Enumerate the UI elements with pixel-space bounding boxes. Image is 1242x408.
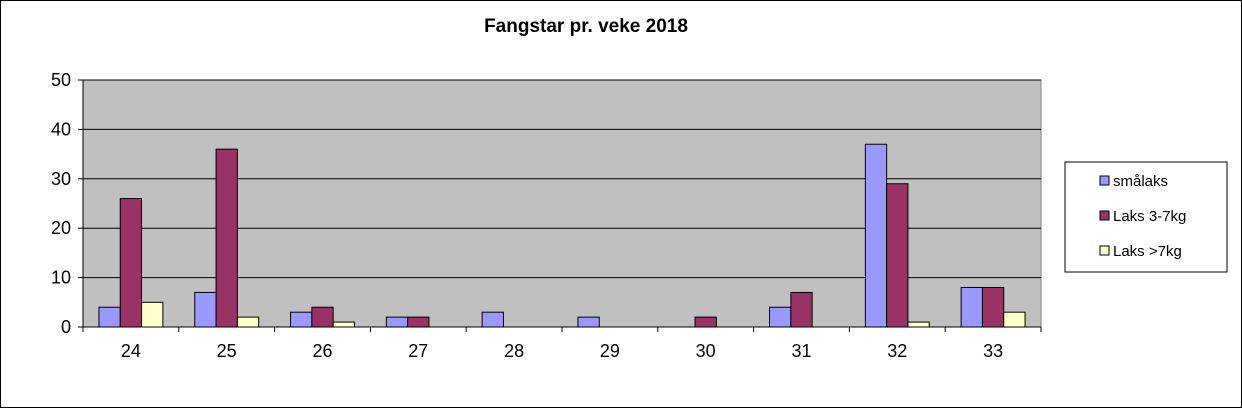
y-tick-label: 20 <box>51 218 71 238</box>
x-tick-label: 31 <box>791 341 811 361</box>
bar <box>790 291 813 328</box>
bar <box>407 316 430 328</box>
x-tick-label: 25 <box>217 341 237 361</box>
bar <box>141 301 164 328</box>
bars <box>98 143 1026 328</box>
bar <box>311 306 334 328</box>
bar <box>694 316 717 328</box>
y-tick-label: 0 <box>61 317 71 337</box>
legend-swatch <box>1099 245 1110 256</box>
bar <box>290 311 313 328</box>
bar <box>98 306 121 328</box>
bar <box>332 321 355 328</box>
x-tick-label: 33 <box>983 341 1003 361</box>
y-axis: 0 10 20 30 40 50 <box>51 70 84 337</box>
y-tick-label: 30 <box>51 169 71 189</box>
bar <box>864 143 888 328</box>
x-tick-label: 26 <box>312 341 332 361</box>
x-tick-label: 29 <box>600 341 620 361</box>
y-tick-label: 50 <box>51 70 71 90</box>
x-tick-label: 28 <box>504 341 524 361</box>
legend-swatch <box>1099 210 1110 221</box>
legend: smålaks Laks 3-7kg Laks >7kg <box>1064 161 1228 273</box>
bar <box>907 321 930 328</box>
bar <box>215 148 238 328</box>
x-tick-label: 32 <box>887 341 907 361</box>
y-tick-label: 40 <box>51 119 71 139</box>
legend-label: Laks >7kg <box>1113 243 1182 260</box>
bar <box>481 311 504 328</box>
bar <box>981 286 1005 328</box>
bar <box>385 316 409 328</box>
bar <box>194 291 217 328</box>
gridlines <box>83 79 1041 279</box>
x-tick-label: 27 <box>408 341 428 361</box>
bar <box>1003 311 1026 328</box>
chart-title: Fangstar pr. veke 2018 <box>484 16 688 37</box>
bar <box>577 316 600 328</box>
bar <box>236 316 260 328</box>
bar <box>119 198 143 328</box>
legend-swatch <box>1099 175 1110 186</box>
legend-label: smålaks <box>1113 173 1168 190</box>
x-axis: 24 25 26 27 28 29 30 31 32 33 <box>82 326 1042 361</box>
x-tick-label: 30 <box>696 341 716 361</box>
bar <box>769 306 792 328</box>
bar <box>886 183 909 328</box>
legend-box <box>1064 161 1228 273</box>
legend-label: Laks 3-7kg <box>1113 208 1186 225</box>
y-tick-label: 10 <box>51 268 71 288</box>
bar <box>960 286 983 328</box>
x-tick-label: 24 <box>121 341 141 361</box>
